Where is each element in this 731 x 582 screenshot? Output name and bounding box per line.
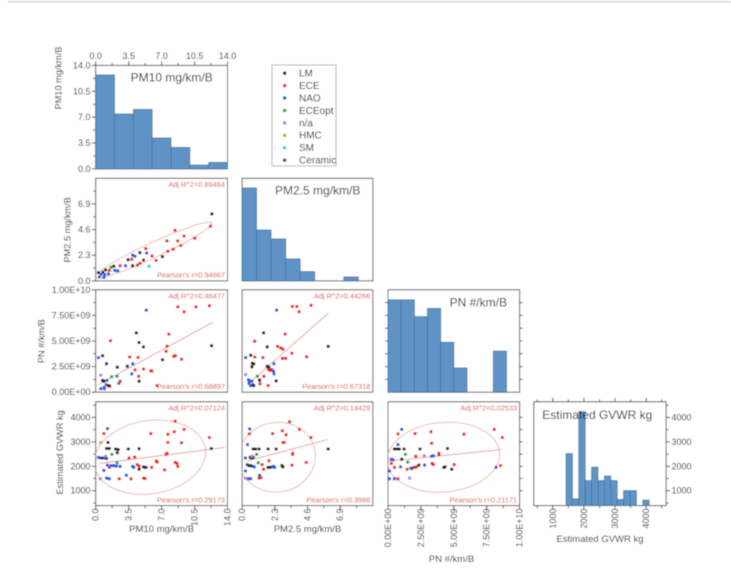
svg-text:5.00E+09: 5.00E+09: [52, 336, 91, 346]
svg-text:7.0: 7.0: [157, 509, 167, 522]
svg-text:4000: 4000: [672, 412, 692, 422]
svg-text:14.0: 14.0: [223, 509, 233, 527]
svg-text:PN #/km/B: PN #/km/B: [429, 554, 474, 565]
svg-text:1.00E+10: 1.00E+10: [515, 509, 525, 548]
svg-text:2.50E+09: 2.50E+09: [52, 362, 91, 372]
svg-text:Adj R^2=0.46477: Adj R^2=0.46477: [168, 291, 225, 300]
svg-text:n/a: n/a: [299, 118, 313, 129]
svg-text:2.3: 2.3: [270, 509, 280, 522]
svg-text:1000: 1000: [548, 509, 558, 529]
svg-text:5.00E+09: 5.00E+09: [449, 509, 459, 548]
svg-text:14.0: 14.0: [219, 51, 237, 61]
svg-text:0.0: 0.0: [237, 509, 247, 522]
svg-text:0.0: 0.0: [78, 276, 91, 286]
svg-text:7.0: 7.0: [155, 51, 168, 61]
svg-text:Pearson's r=0.29173: Pearson's r=0.29173: [157, 495, 225, 504]
svg-text:3000: 3000: [610, 509, 620, 529]
svg-text:1.00E+10: 1.00E+10: [52, 285, 91, 295]
svg-text:10.5: 10.5: [73, 86, 91, 96]
svg-text:PN #/km/B: PN #/km/B: [450, 296, 507, 310]
svg-text:4.6: 4.6: [303, 509, 313, 522]
svg-text:Pearson's r=0.21171: Pearson's r=0.21171: [449, 495, 517, 504]
svg-text:Pearson's r=0.94667: Pearson's r=0.94667: [157, 271, 225, 280]
svg-text:Estimated GVWR kg: Estimated GVWR kg: [556, 534, 643, 545]
svg-text:0.00E+00: 0.00E+00: [52, 387, 91, 397]
svg-text:Adj R^2=0.14429: Adj R^2=0.14429: [314, 403, 371, 412]
svg-text:PN #/km/B: PN #/km/B: [37, 319, 47, 363]
svg-text:2.3: 2.3: [78, 250, 91, 260]
svg-text:4.6: 4.6: [78, 225, 91, 235]
svg-text:0.0: 0.0: [91, 509, 101, 522]
svg-text:10.5: 10.5: [186, 51, 204, 61]
svg-text:Ceramic: Ceramic: [299, 156, 336, 167]
svg-text:Estimated GVWR kg: Estimated GVWR kg: [542, 408, 652, 422]
svg-text:1000: 1000: [70, 486, 90, 496]
svg-text:Pearson's r=0.67318: Pearson's r=0.67318: [302, 382, 370, 391]
svg-text:ECE: ECE: [299, 81, 320, 92]
svg-text:PM2.5 mg/km/B: PM2.5 mg/km/B: [275, 183, 360, 197]
svg-text:LM: LM: [299, 69, 313, 80]
svg-text:4000: 4000: [70, 412, 90, 422]
svg-text:SM: SM: [299, 143, 314, 154]
svg-text:14.0: 14.0: [73, 60, 91, 70]
svg-text:2000: 2000: [70, 461, 90, 471]
svg-text:Pearson's r=0.68897: Pearson's r=0.68897: [157, 382, 225, 391]
svg-text:Adj R^2=0.07124: Adj R^2=0.07124: [168, 403, 225, 412]
svg-text:2000: 2000: [672, 461, 692, 471]
svg-text:3000: 3000: [672, 437, 692, 447]
svg-text:7.50E+09: 7.50E+09: [482, 509, 492, 548]
svg-text:10.5: 10.5: [190, 509, 200, 527]
svg-text:PM2.5 mg/km/B: PM2.5 mg/km/B: [62, 197, 72, 262]
svg-text:6.9: 6.9: [78, 199, 91, 209]
svg-text:PM10 mg/km/B: PM10 mg/km/B: [131, 71, 213, 85]
svg-text:PM2.5 mg/km/B: PM2.5 mg/km/B: [274, 524, 342, 535]
svg-text:Adj R^2=0.89464: Adj R^2=0.89464: [168, 180, 225, 189]
svg-text:7.0: 7.0: [78, 112, 91, 122]
svg-text:0.0: 0.0: [78, 164, 91, 174]
svg-text:Adj R^2=0.44266: Adj R^2=0.44266: [314, 291, 371, 300]
svg-text:PM10 mg/km/B: PM10 mg/km/B: [129, 524, 194, 535]
svg-text:2000: 2000: [579, 509, 589, 529]
svg-text:Estimated GVWR kg: Estimated GVWR kg: [55, 410, 65, 494]
svg-text:7.50E+09: 7.50E+09: [52, 310, 91, 320]
svg-text:3.5: 3.5: [124, 509, 134, 522]
svg-text:6.9: 6.9: [335, 509, 345, 522]
svg-text:0.0: 0.0: [89, 51, 102, 61]
svg-text:PM10 mg/km/B: PM10 mg/km/B: [54, 47, 64, 110]
svg-text:3000: 3000: [70, 437, 90, 447]
svg-text:1000: 1000: [672, 486, 692, 496]
svg-text:4000: 4000: [641, 509, 651, 529]
svg-text:2.50E+09: 2.50E+09: [416, 509, 426, 548]
svg-text:ECEopt: ECEopt: [299, 106, 334, 117]
svg-text:0.00E+00: 0.00E+00: [383, 509, 393, 548]
svg-text:NAO: NAO: [299, 93, 321, 104]
svg-text:Pearson's r=0.3988: Pearson's r=0.3988: [306, 495, 370, 504]
svg-text:3.5: 3.5: [122, 51, 135, 61]
svg-text:3.5: 3.5: [78, 138, 91, 148]
svg-text:HMC: HMC: [299, 131, 322, 142]
svg-text:Adj R^2=0.02533: Adj R^2=0.02533: [460, 403, 517, 412]
